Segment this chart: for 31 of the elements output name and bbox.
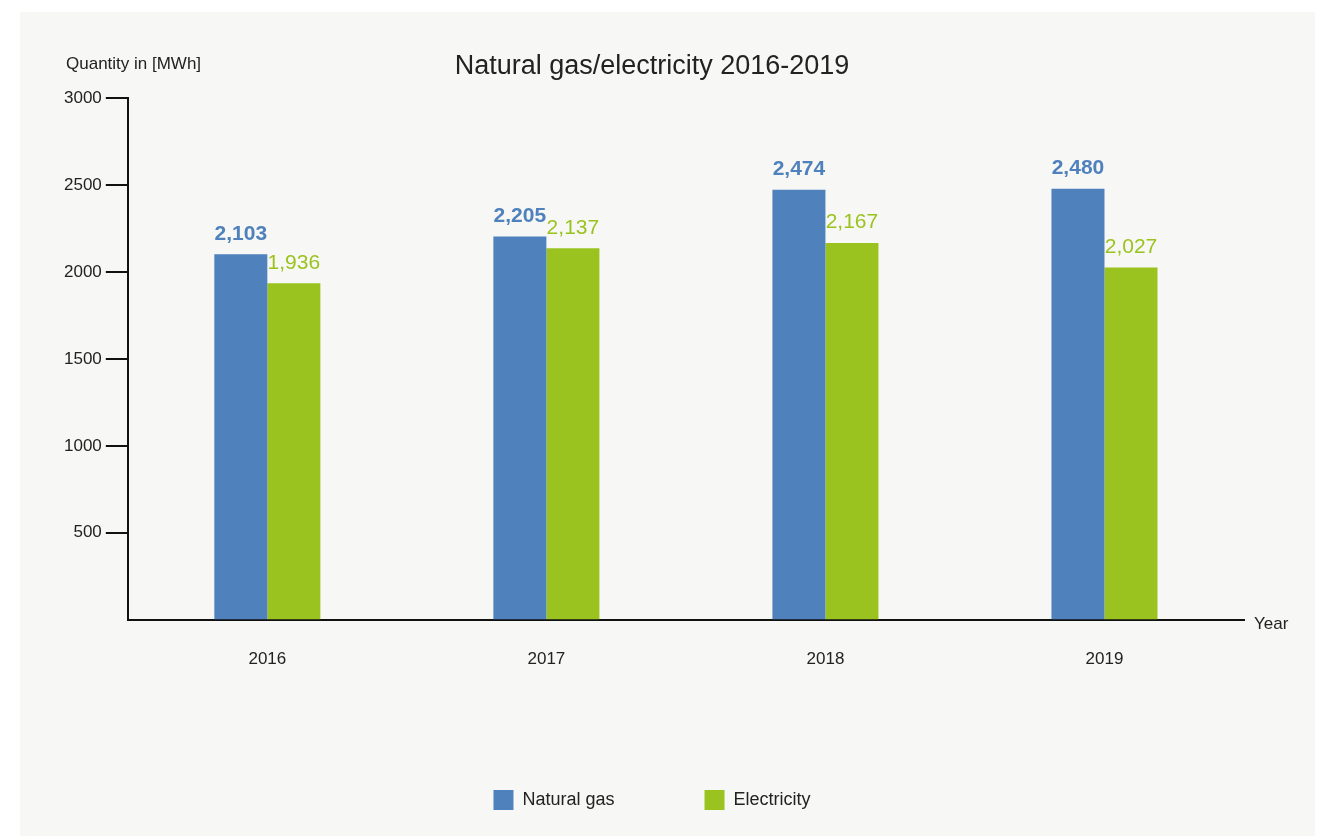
y-tick-label: 2500 xyxy=(63,174,102,194)
data-label: 1,936 xyxy=(267,249,321,273)
bar xyxy=(493,236,547,620)
bar xyxy=(825,243,879,620)
bar xyxy=(214,254,268,620)
y-tick-label: 2000 xyxy=(63,261,102,281)
legend-label: Electricity xyxy=(733,788,811,809)
y-tick-label: 500 xyxy=(73,522,102,542)
bar xyxy=(772,189,826,620)
y-axis-title: Quantity in [MWh] xyxy=(66,53,202,73)
x-tick-label: 2019 xyxy=(1085,649,1124,669)
data-label: 2,480 xyxy=(1051,155,1105,179)
bar xyxy=(267,283,321,620)
data-label: 2,103 xyxy=(214,220,268,244)
chart-title: Natural gas/electricity 2016-2019 xyxy=(454,49,850,80)
data-label: 2,474 xyxy=(772,156,826,180)
x-tick-label: 2017 xyxy=(527,649,566,669)
x-tick-label: 2018 xyxy=(806,649,845,669)
data-label: 2,137 xyxy=(546,214,600,238)
y-tick-label: 1000 xyxy=(63,435,102,455)
bar xyxy=(1104,267,1158,620)
y-tick-label: 1500 xyxy=(63,348,102,368)
legend-label: Natural gas xyxy=(522,788,615,809)
x-axis-title: Year xyxy=(1254,614,1289,634)
x-tick-label: 2016 xyxy=(248,649,287,669)
data-label: 2,205 xyxy=(493,202,547,226)
data-label: 2,027 xyxy=(1104,233,1158,257)
bar xyxy=(546,248,600,620)
y-tick-label: 3000 xyxy=(63,88,102,108)
data-label: 2,167 xyxy=(825,209,879,233)
bar xyxy=(1051,188,1105,620)
